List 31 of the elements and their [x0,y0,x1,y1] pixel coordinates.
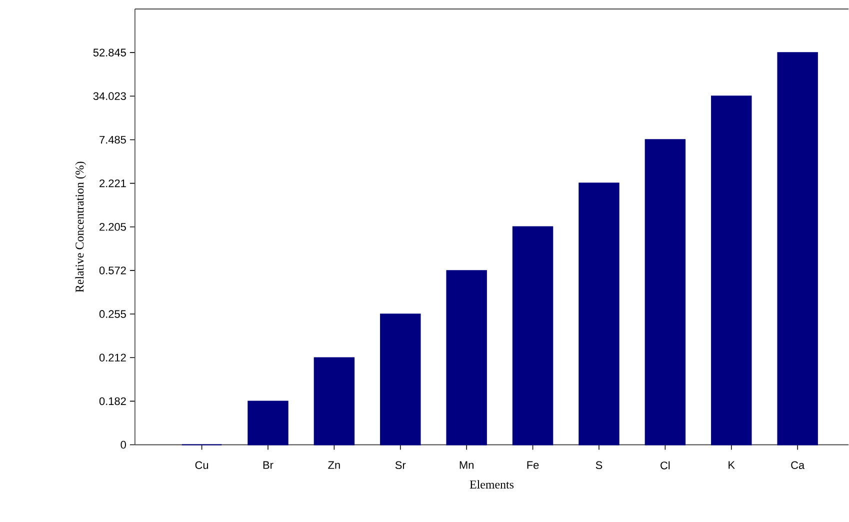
x-tick-label: Sr [395,461,406,470]
x-tick-label: Cl [660,461,670,470]
x-tick-label: S [596,461,602,470]
x-tick-label: K [728,461,735,469]
x-tick-label: Ca [791,461,805,470]
bar [512,226,554,446]
bar [446,270,487,446]
text: 0.212 [99,354,126,362]
x-axis-title: Elements [470,480,514,489]
x-tick-label: Zn [328,461,340,469]
text: 0 [120,441,126,449]
x-tick-label: Mn [460,461,474,469]
text: 0.182 [99,397,126,406]
x-tick-label: Fe [527,461,539,470]
bar [314,357,355,446]
bar [644,139,686,446]
text: 7.485 [100,136,126,144]
text: 0.255 [99,310,126,318]
x-tick-label: Br [263,461,274,469]
y-axis-title: Relative Concentration (%) [75,162,86,292]
bar [578,182,620,446]
text: 0.572 [99,266,126,274]
text: 34.023 [93,92,126,100]
bar [777,52,818,446]
bar [380,314,421,446]
text: 2.221 [100,180,126,188]
text: 2.205 [100,223,126,231]
x-tick-label: Cu [195,461,208,470]
text: 52.845 [93,48,126,57]
bar [248,400,288,446]
bar [711,96,752,446]
